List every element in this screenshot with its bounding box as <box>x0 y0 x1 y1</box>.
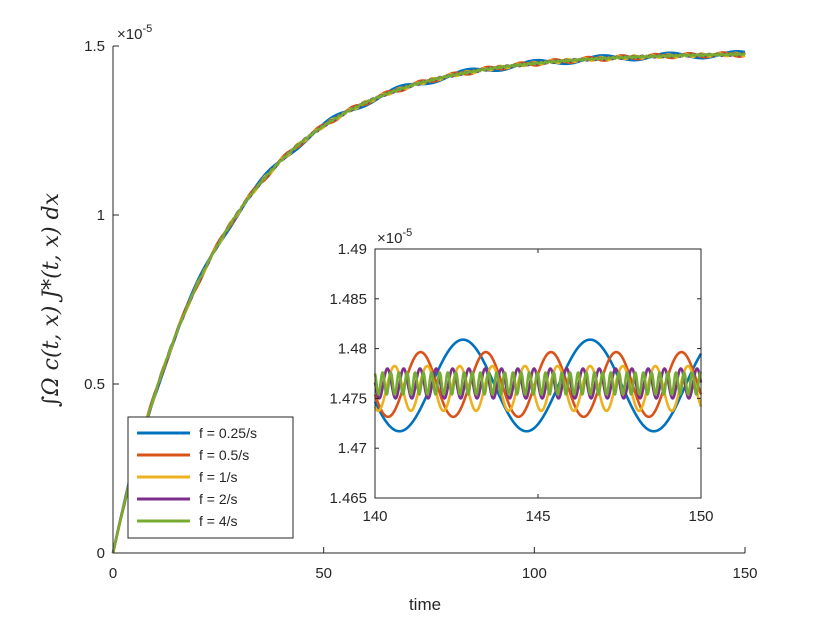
legend-label: f = 0.25/s <box>199 425 257 441</box>
main-y-tick-label: 0 <box>97 545 105 562</box>
legend-label: f = 2/s <box>199 491 238 507</box>
inset-y-ticks: 1.465 1.47 1.475 1.48 1.485 1.49 <box>329 241 701 507</box>
inset-y-multiplier-exponent: -5 <box>402 227 412 239</box>
inset-x-tick-label: 140 <box>362 508 387 525</box>
inset-y-tick-label: 1.475 <box>329 390 367 407</box>
main-y-tick-label: 1 <box>97 207 105 224</box>
inset-y-multiplier-base: ×10 <box>377 230 402 247</box>
legend-label: f = 1/s <box>199 469 238 485</box>
inset-y-tick-label: 1.47 <box>338 440 367 457</box>
main-x-tick-label: 150 <box>732 565 757 582</box>
legend-label: f = 0.5/s <box>199 447 249 463</box>
legend-label: f = 4/s <box>199 513 238 529</box>
inset-y-tick-label: 1.49 <box>338 241 367 258</box>
main-x-label: time <box>409 595 441 614</box>
main-y-multiplier-base: ×10 <box>117 26 142 43</box>
main-x-tick-label: 100 <box>522 565 547 582</box>
main-y-label: ∫Ω c(t, x) J*(t, x) dx <box>39 192 64 407</box>
inset-y-tick-label: 1.48 <box>338 341 367 358</box>
main-y-tick-label: 1.5 <box>84 38 105 55</box>
inset-x-ticks: 140 145 150 <box>362 249 714 525</box>
main-x-ticks: 0 50 100 150 <box>109 547 758 582</box>
main-series-lines <box>111 50 746 554</box>
main-series-line <box>111 52 746 554</box>
main-y-tick-label: 0.5 <box>84 376 105 393</box>
inset-y-multiplier: ×10-5 <box>377 227 412 247</box>
legend: f = 0.25/s f = 0.5/s f = 1/s f = 2/s f = 4/s <box>127 416 294 539</box>
legend-items: f = 0.25/s f = 0.5/s f = 1/s f = 2/s f = 4/s <box>137 425 257 529</box>
inset-series-line <box>373 367 703 400</box>
main-y-multiplier-exponent: -5 <box>142 23 152 35</box>
inset-x-tick-label: 150 <box>688 508 713 525</box>
inset-y-tick-label: 1.485 <box>329 291 367 308</box>
main-x-tick-label: 50 <box>315 565 332 582</box>
inset-series-lines <box>373 338 703 433</box>
main-y-ticks: 0 0.5 1 1.5 <box>84 38 119 562</box>
inset-y-tick-label: 1.465 <box>329 490 367 507</box>
inset-series-line <box>373 371 703 396</box>
inset-x-tick-label: 145 <box>525 508 550 525</box>
main-x-tick-label: 0 <box>109 565 117 582</box>
inset-axes: 140 145 150 1.465 1.47 1.475 1.48 1.485 1.49 ×1… <box>329 227 713 525</box>
main-y-multiplier: ×10-5 <box>117 23 152 43</box>
